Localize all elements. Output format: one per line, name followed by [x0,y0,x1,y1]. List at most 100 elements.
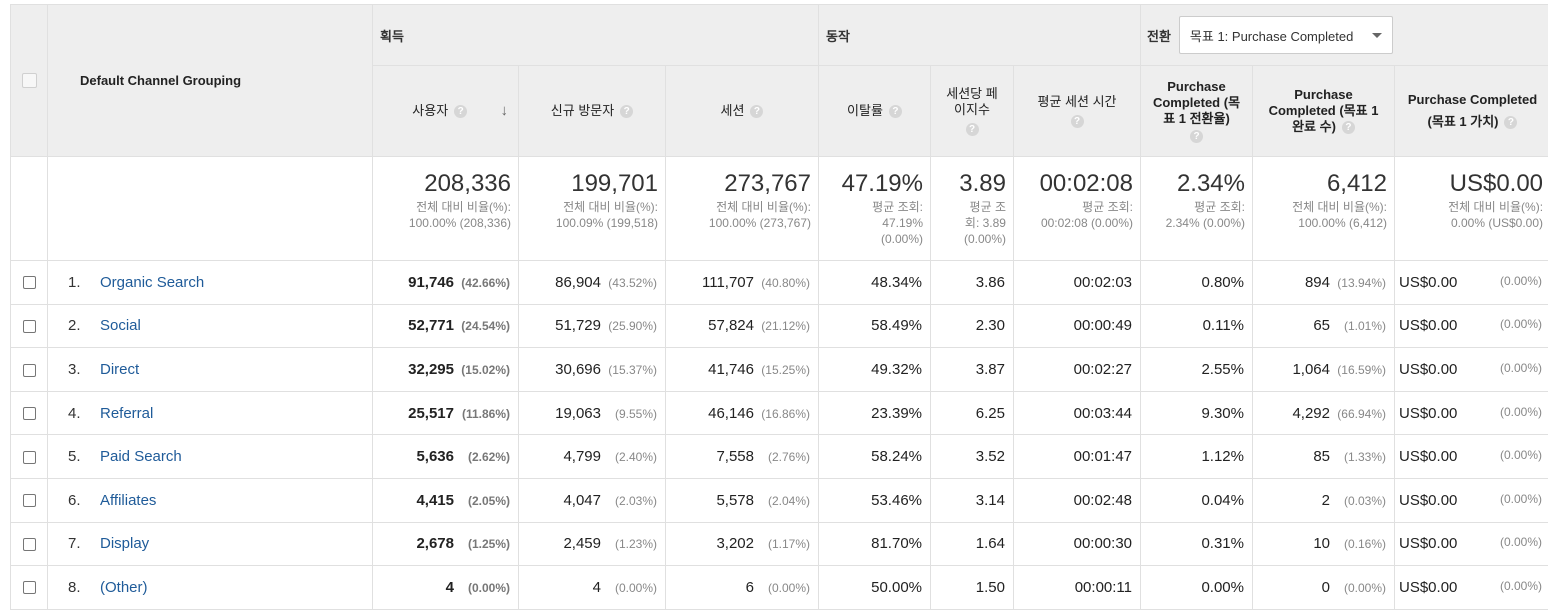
help-icon[interactable]: ? [965,122,979,136]
goal-select[interactable]: 목표 1: Purchase Completed [1178,16,1393,54]
channel-link[interactable]: Organic Search [100,273,205,291]
table-row: 6. Affiliates 4,415 (2.05%) 4,047 (2.03%) 5… [10,477,1548,523]
metric-header-users[interactable]: 사용자? ↓ [372,65,519,157]
new-users-value: 4,799 [563,448,601,466]
help-icon[interactable]: ? [1504,116,1518,130]
row-checkbox-cell [10,260,48,305]
total-bounce-value: 47.19% [841,170,923,197]
total-completions-sub2: 100.00% (6,412) [1298,216,1387,230]
metric-header-avg-session[interactable]: 평균 세션 시간 ? [1013,65,1141,157]
total-pps-sub3: (0.00%) [963,232,1006,246]
completions-pct: (0.16%) [1343,537,1386,552]
goal-select-value: 목표 1: Purchase Completed [1189,28,1354,44]
table-row: 8. (Other) 4 (0.00%) 4 (0.00%) 6 (0.00%) 50.… [10,565,1548,610]
sessions-pct: (21.12%) [761,319,810,334]
group-behavior: 동작 [818,4,1141,66]
channel-link[interactable]: Paid Search [100,448,182,466]
help-icon[interactable]: ? [454,105,468,119]
row-pages-per-session: 3.87 [930,347,1014,392]
row-value: US$0.00 (0.00%) [1393,260,1548,305]
completions-value: 65 [1313,317,1330,335]
help-icon[interactable]: ? [750,105,764,119]
sessions-pct: (2.76%) [767,450,810,465]
channel-link[interactable]: Display [100,535,150,553]
total-sessions: 273,767 전체 대비 비율(%): 100.00% (273,767) [665,156,819,261]
row-checkbox[interactable] [22,363,36,377]
metric-conv-rate-label-2: Completed (목 [1152,94,1241,110]
channel-link[interactable]: Direct [100,360,140,378]
metric-value-label-1: Purchase Completed [1407,92,1538,107]
metric-header-sessions[interactable]: 세션? [665,65,819,157]
metric-header-pages-per-session[interactable]: 세션당 페 이지수 ? [930,65,1014,157]
users-pct: (15.02%) [461,362,510,377]
metric-header-value[interactable]: Purchase Completed (목표 1 가치)? [1393,65,1548,157]
row-conv-rate: 0.00% [1140,565,1253,610]
select-all-checkbox[interactable] [21,72,37,88]
row-bounce-rate: 58.49% [818,303,931,349]
row-value: US$0.00 (0.00%) [1393,521,1548,567]
users-pct: (2.62%) [467,450,510,465]
row-completions: 85 (1.33%) [1252,434,1395,479]
table-row: 1. Organic Search 91,746 (42.66%) 86,904 (4… [10,260,1548,305]
row-checkbox-cell [10,347,48,392]
row-value: US$0.00 (0.00%) [1393,347,1548,392]
channel-link[interactable]: Affiliates [100,491,157,509]
row-completions: 65 (1.01%) [1252,303,1395,349]
sessions-value: 46,146 [708,404,754,422]
new-users-value: 4,047 [563,491,601,509]
total-pps-value: 3.89 [959,170,1006,197]
row-conv-rate: 9.30% [1140,390,1253,436]
sessions-value: 7,558 [716,448,754,466]
row-checkbox[interactable] [22,407,36,421]
row-sessions: 111,707 (40.80%) [665,260,819,305]
help-icon[interactable]: ? [1070,114,1084,128]
row-users: 91,746 (42.66%) [372,260,519,305]
completions-pct: (13.94%) [1337,275,1386,290]
value-pct: (0.00%) [1500,273,1543,288]
metric-header-conv-rate[interactable]: Purchase Completed (목 표 1 전환율) ? [1140,65,1253,157]
completions-value: 85 [1313,448,1330,466]
new-users-pct: (2.03%) [614,493,657,508]
value-value: US$0.00 [1399,360,1458,378]
table-row: 2. Social 52,771 (24.54%) 51,729 (25.90%) 5… [10,303,1548,349]
sessions-pct: (1.17%) [767,537,810,552]
channel-link[interactable]: Referral [100,404,154,422]
row-checkbox[interactable] [22,276,36,290]
metric-header-completions[interactable]: Purchase Completed (목표 1 완료 수)? [1252,65,1395,157]
completions-pct: (0.03%) [1343,493,1386,508]
metric-header-bounce-rate[interactable]: 이탈률? [818,65,931,157]
total-bounce-rate: 47.19% 평균 조회: 47.19% (0.00%) [818,156,931,261]
dimension-header[interactable]: Default Channel Grouping [47,4,373,157]
row-sessions: 6 (0.00%) [665,565,819,610]
row-pages-per-session: 3.86 [930,260,1014,305]
channel-link[interactable]: Social [100,317,141,335]
row-bounce-rate: 48.34% [818,260,931,305]
help-icon[interactable]: ? [888,105,902,119]
row-dimension: 1. Organic Search [47,260,373,305]
row-index: 8. [68,578,81,596]
row-checkbox[interactable] [22,537,36,551]
new-users-value: 30,696 [555,360,601,378]
value-pct: (0.00%) [1500,404,1543,419]
channel-link[interactable]: (Other) [100,578,148,596]
row-bounce-rate: 58.24% [818,434,931,479]
help-icon[interactable]: ? [620,105,634,119]
sort-desc-icon[interactable]: ↓ [500,102,509,119]
total-sessions-value: 273,767 [724,170,811,197]
metric-header-new-users[interactable]: 신규 방문자? [518,65,666,157]
total-completions: 6,412 전체 대비 비율(%): 100.00% (6,412) [1252,156,1395,261]
row-checkbox[interactable] [22,450,36,464]
metric-pps-label-1: 세션당 페 [946,86,998,102]
row-checkbox[interactable] [22,319,36,333]
header-group-row: Default Channel Grouping 획득 동작 전환 목표 1: … [10,4,1548,157]
help-icon[interactable]: ? [1190,130,1203,144]
row-checkbox[interactable] [22,494,36,508]
metric-users-label: 사용자 [412,103,449,118]
help-icon[interactable]: ? [1341,121,1355,135]
completions-pct: (1.33%) [1343,450,1386,465]
caret-down-icon [1371,32,1382,38]
row-checkbox[interactable] [22,581,36,595]
row-new-users: 51,729 (25.90%) [518,303,666,349]
total-bounce-sub2: 47.19% [882,216,923,230]
